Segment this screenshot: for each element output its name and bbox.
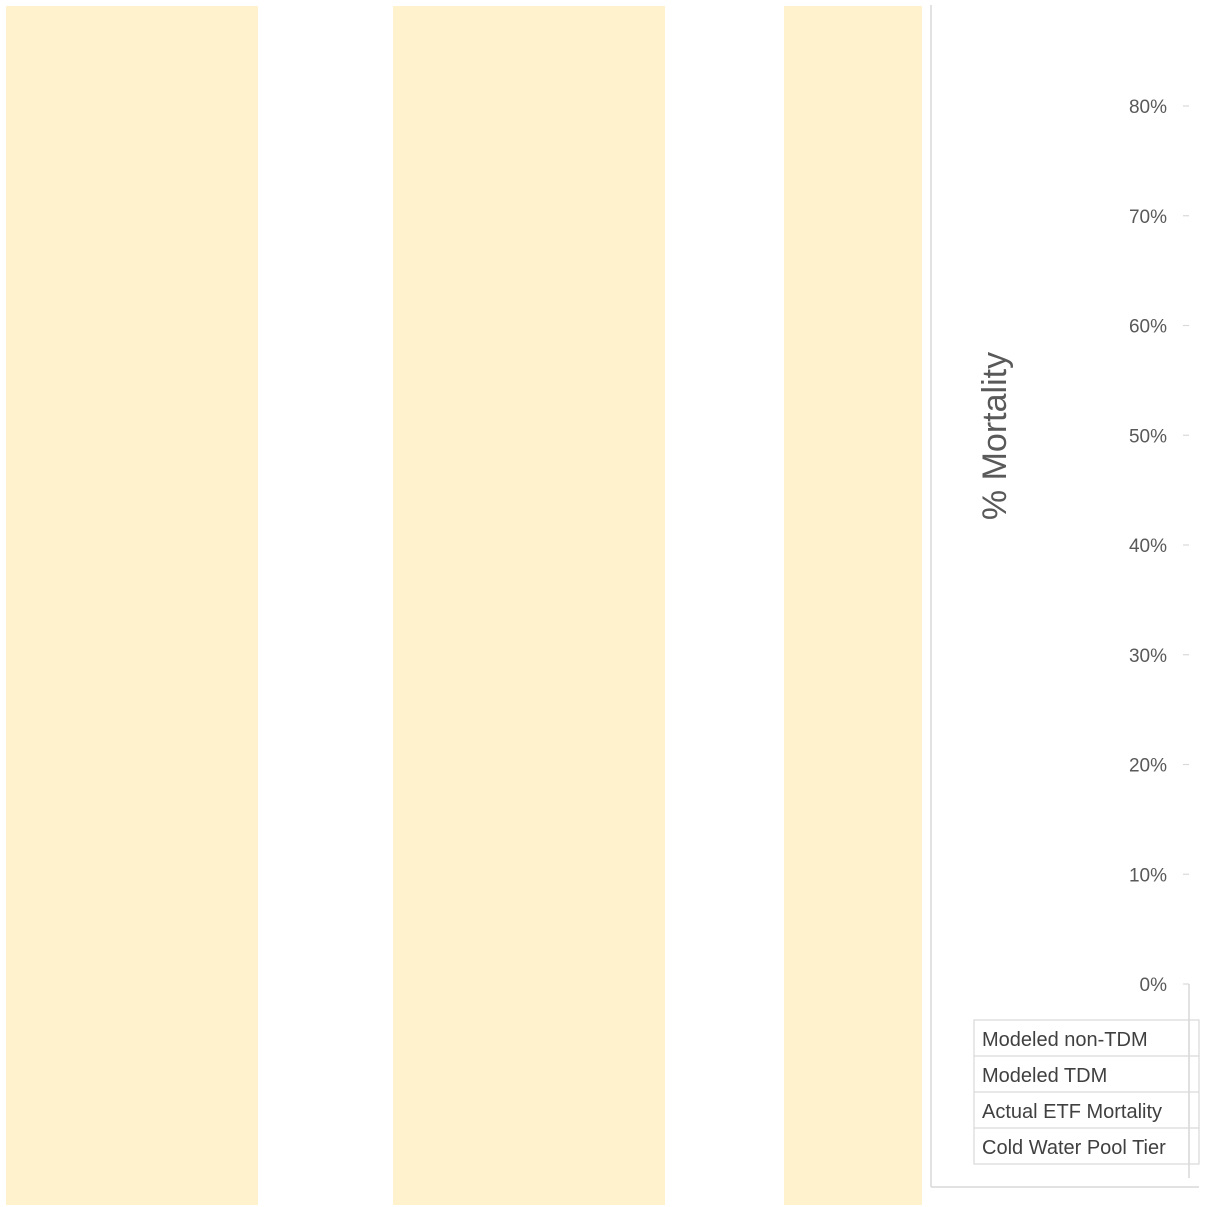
background-band-1: [6, 6, 258, 1205]
data-table-row-label: Actual ETF Mortality: [982, 1101, 1162, 1123]
y-tick-label: 0%: [1140, 975, 1168, 996]
y-ticks: 0% 10% 20% 30% 40% 50% 60% 70% 80%: [1129, 97, 1189, 996]
y-tick-label: 30%: [1129, 646, 1167, 667]
data-table: Modeled non-TDM Modeled TDM Actual ETF Mor…: [973, 1019, 1200, 1165]
axes: [930, 5, 1199, 1188]
data-table-row-label: Modeled TDM: [982, 1065, 1107, 1087]
y-tick-label: 20%: [1129, 756, 1167, 777]
y-tick-label: 80%: [1129, 97, 1167, 118]
data-table-row-label: Modeled non-TDM: [982, 1029, 1148, 1051]
y-tick-label: 40%: [1129, 536, 1167, 557]
background-band-2: [393, 6, 665, 1205]
y-tick-label: 50%: [1129, 426, 1167, 447]
y-tick-label: 60%: [1129, 317, 1167, 338]
y-axis-label: % Mortality: [976, 352, 1014, 520]
y-tick-label: 70%: [1129, 207, 1167, 228]
data-table-row-label: Cold Water Pool Tier: [982, 1137, 1166, 1159]
background-bands: [6, 6, 922, 1205]
y-tick-label: 10%: [1129, 865, 1167, 886]
background-band-3: [784, 6, 922, 1205]
